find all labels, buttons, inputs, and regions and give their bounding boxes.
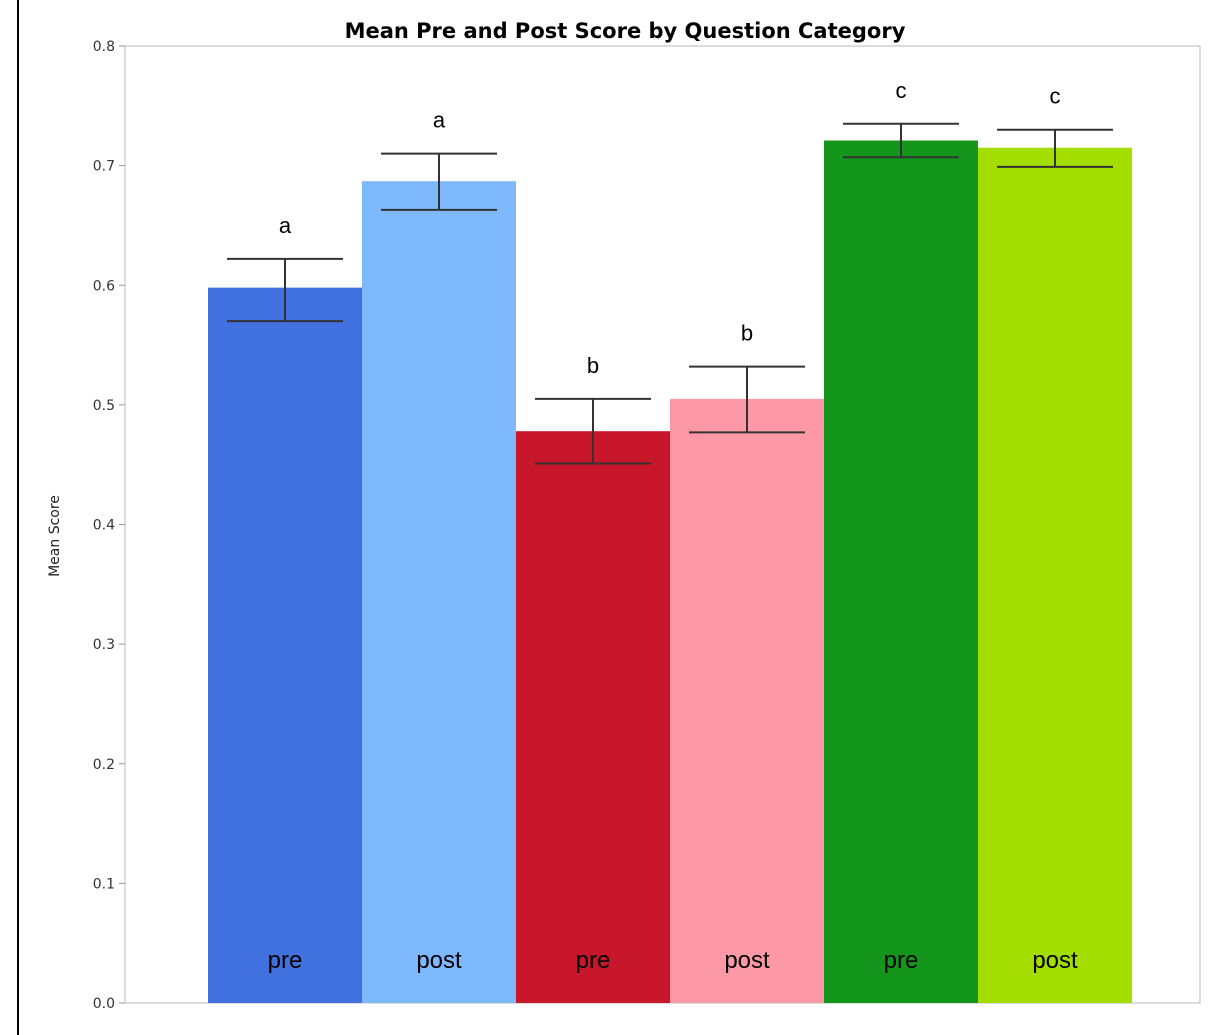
bar-label: post bbox=[1032, 947, 1078, 974]
bar bbox=[362, 181, 516, 1003]
bar bbox=[824, 140, 978, 1003]
chart-title: Mean Pre and Post Score by Question Cate… bbox=[345, 19, 906, 43]
bar-label: pre bbox=[576, 947, 611, 974]
y-tick-label: 0.0 bbox=[93, 996, 115, 1012]
y-axis-label: Mean Score bbox=[47, 495, 63, 577]
significance-letter: a bbox=[433, 108, 446, 133]
y-tick-label: 0.7 bbox=[93, 159, 115, 175]
y-tick-label: 0.5 bbox=[93, 398, 115, 414]
bar-label: post bbox=[724, 947, 770, 974]
significance-letter: c bbox=[896, 78, 907, 103]
bar bbox=[516, 431, 670, 1003]
y-tick-label: 0.3 bbox=[93, 637, 115, 653]
bar-label: pre bbox=[884, 947, 919, 974]
bar-label: pre bbox=[268, 947, 303, 974]
significance-letter: a bbox=[279, 213, 292, 238]
plot-area: 0.0 0.1 0.2 0.3 0.4 0.5 0.6 0.7 0.8 a pre a post b pre… bbox=[93, 39, 1201, 1012]
y-tick-label: 0.1 bbox=[93, 876, 115, 892]
bar bbox=[978, 147, 1132, 1003]
significance-letter: b bbox=[741, 321, 753, 346]
significance-letter: c bbox=[1050, 84, 1061, 109]
bar bbox=[208, 287, 362, 1004]
significance-letter: b bbox=[587, 353, 599, 378]
y-tick-label: 0.8 bbox=[93, 39, 115, 55]
y-tick-label: 0.2 bbox=[93, 757, 115, 773]
bar-label: post bbox=[416, 947, 462, 974]
y-tick-label: 0.6 bbox=[93, 278, 115, 294]
bar bbox=[670, 398, 824, 1003]
y-tick-label: 0.4 bbox=[93, 518, 115, 534]
